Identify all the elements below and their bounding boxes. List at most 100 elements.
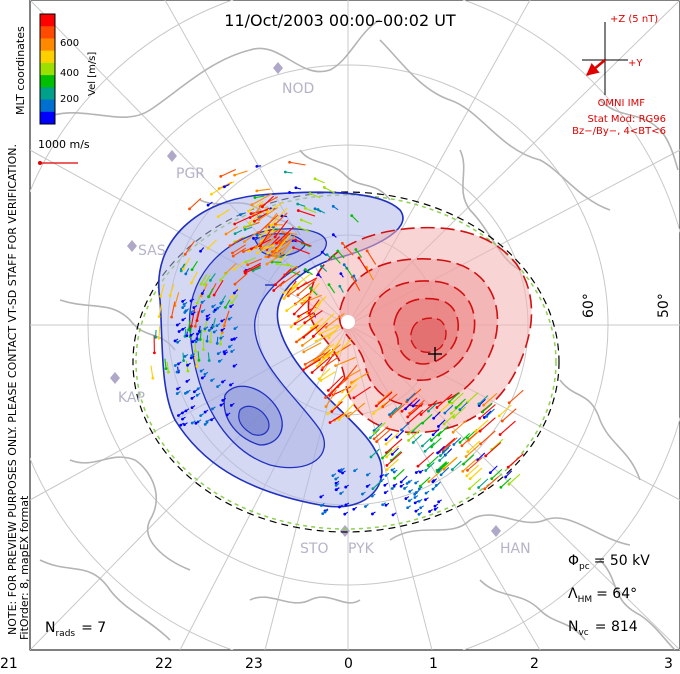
velocity-vector-origin [433,504,437,508]
velocity-vector-origin [288,160,291,164]
velocity-vector [244,262,261,273]
velocity-vector [328,284,336,294]
velocity-vector-origin [437,433,441,437]
velocity-vector [401,421,410,431]
velocity-vector [465,444,480,457]
velocity-vector-origin [458,408,462,412]
velocity-vector-origin [326,412,330,416]
velocity-vector [455,398,466,409]
velocity-vector [315,343,335,361]
radar-count: Nrads = 7 [45,620,106,639]
velocity-vector-origin [340,468,343,472]
velocity-vector-origin [200,292,204,295]
velocity-vector-origin [186,363,189,367]
vector-scale-label: 1000 m/s [38,138,90,151]
velocity-vector-origin [259,244,262,248]
velocity-vector-origin [195,337,199,341]
velocity-vector [160,284,165,297]
velocity-vector [386,445,400,458]
velocity-vector-origin [253,219,256,223]
velocity-vector-origin [395,435,399,439]
velocity-vector [258,207,279,221]
velocity-vector [345,364,358,380]
velocity-vector-origin [437,500,441,504]
velocity-vector [483,392,498,406]
velocity-vector-origin [194,349,197,353]
velocity-vector [419,476,431,487]
velocity-vector-origin [400,409,404,413]
velocity-vector-origin [413,496,417,499]
velocity-vector [233,261,246,270]
velocity-vector-origin [334,484,338,487]
velocity-vector-origin [210,379,213,382]
velocity-vector [303,342,322,353]
velocity-vector [322,356,339,369]
velocity-vector-origin [450,401,454,405]
velocity-vector-origin [319,379,323,382]
velocity-vector [289,161,306,166]
velocity-vector [467,440,481,453]
velocity-vector-origin [255,164,259,168]
velocity-vector [390,403,405,417]
velocity-vector-origin [257,218,261,222]
velocity-vector-origin [271,252,275,256]
velocity-vector-origin [279,283,282,287]
velocity-vector-origin [233,173,237,177]
fit-order: FitOrder: 8, mapEX format [18,495,31,640]
velocity-vector [341,242,354,256]
velocity-vector-origin [239,213,242,217]
velocity-vector-origin [430,445,434,449]
velocity-vector-origin [173,339,177,343]
velocity-vector [333,255,341,264]
velocity-vector-origin [189,356,193,360]
velocity-vector [412,434,422,443]
velocity-vector-origin [478,429,482,433]
velocity-vector-origin [324,325,328,329]
velocity-vector-origin [215,341,219,345]
velocity-vector [443,413,456,425]
velocity-vector-origin [266,251,270,255]
velocity-vector [182,257,191,270]
velocity-vector [158,303,163,317]
velocity-vector [376,428,392,442]
velocity-vector [274,241,292,257]
velocity-vector-origin [352,396,356,400]
velocity-vector-origin [390,487,394,490]
velocity-vector-origin [210,418,213,422]
velocity-vector-origin [400,428,403,432]
lambda-symbol: Λ [568,586,578,602]
velocity-vector-origin [417,512,421,516]
velocity-vector-origin [249,247,253,251]
velocity-vector-origin [185,379,189,383]
lat-label-50: 50° [656,293,672,318]
nvc-symbol: N [568,619,578,635]
velocity-vector [431,437,442,448]
velocity-vector-origin [261,205,264,209]
velocity-vector-origin [157,336,161,340]
velocity-vector-origin [265,210,269,214]
velocity-vector-origin [331,353,335,357]
velocity-vector-origin [483,487,487,491]
velocity-vector-origin [300,344,304,347]
hm-boundary-outer [132,191,560,533]
velocity-vector [318,368,331,380]
velocity-vector-origin [370,494,374,498]
velocity-vector [261,225,278,242]
velocity-vector [283,282,301,299]
velocity-vector-origin [418,484,422,488]
velocity-vector-origin [203,283,206,286]
velocity-vector-origin [427,480,431,484]
velocity-vector-origin [488,471,492,475]
vector-count: Nvc = 814 [568,619,638,638]
velocity-vector-origin [424,469,428,472]
velocity-vector [325,389,337,407]
velocity-vector-origin [441,450,445,454]
velocity-vector-origin [384,503,388,507]
velocity-vector-origin [190,354,194,358]
velocity-vector-origin [302,350,306,354]
colorbar-segment [40,62,55,76]
velocity-vector-origin [221,398,225,402]
velocity-vector-origin [334,364,338,367]
velocity-vector-origin [316,273,320,276]
velocity-vector-origin [499,485,503,489]
